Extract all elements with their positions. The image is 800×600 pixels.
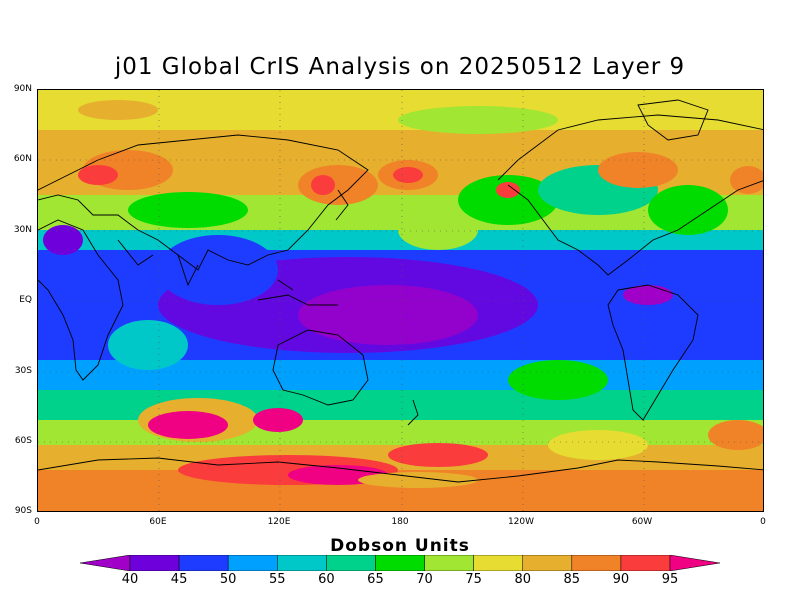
map-panel [37,89,764,512]
lon-tick-120e: 120E [267,517,291,527]
colorbar-label: 60 [318,572,335,587]
colorbar-label: 45 [170,572,188,587]
ozone-map [38,90,763,511]
lon-tick-60w: 60W [631,517,653,527]
colorbar-swatch [473,555,523,571]
colorbar-swatch [424,555,474,571]
colorbar-swatch [375,555,425,571]
colorbar-swatch [326,555,376,571]
colorbar-max-triangle [669,555,720,571]
colorbar-label: 70 [416,572,433,587]
colorbar-swatch [227,555,278,571]
colorbar-label: 75 [465,572,482,587]
colorbar-label: 50 [219,572,237,587]
lat-tick-90n: 90N [13,84,32,94]
colorbar-label: 95 [661,572,679,587]
coastlines [38,99,763,483]
colorbar-label: 40 [121,572,139,587]
lon-tick-60e: 60E [149,517,167,527]
colorbar-label: 90 [612,572,630,587]
lon-tick-0: 0 [34,517,40,527]
colorbar-label: 80 [514,572,531,587]
lon-tick-120w: 120W [507,517,535,527]
lon-tick-180: 180 [391,517,409,527]
lat-tick-90s: 90S [14,506,32,516]
lon-tick-0-end: 0 [760,517,766,527]
colorbar [80,555,720,571]
colorbar-swatch [277,555,327,571]
colorbar-label: 65 [367,572,384,587]
colorbar-swatch [178,555,229,571]
lat-tick-eq: EQ [19,295,32,305]
colorbar-label: 55 [268,572,286,587]
colorbar-swatch [620,555,671,571]
lat-tick-60s: 60S [14,436,32,446]
colorbar-min-triangle [80,555,131,571]
colorbar-swatch [522,555,573,571]
colorbar-swatch [571,555,622,571]
colorbar-swatch [129,555,180,571]
colorbar-label: 85 [563,572,581,587]
lat-tick-30n: 30N [13,225,32,235]
lat-tick-60n: 60N [13,154,32,164]
colorbar-title: Dobson Units [330,536,470,556]
chart-title: j01 Global CrIS Analysis on 20250512 Lay… [114,54,686,80]
lat-tick-30s: 30S [14,366,32,376]
